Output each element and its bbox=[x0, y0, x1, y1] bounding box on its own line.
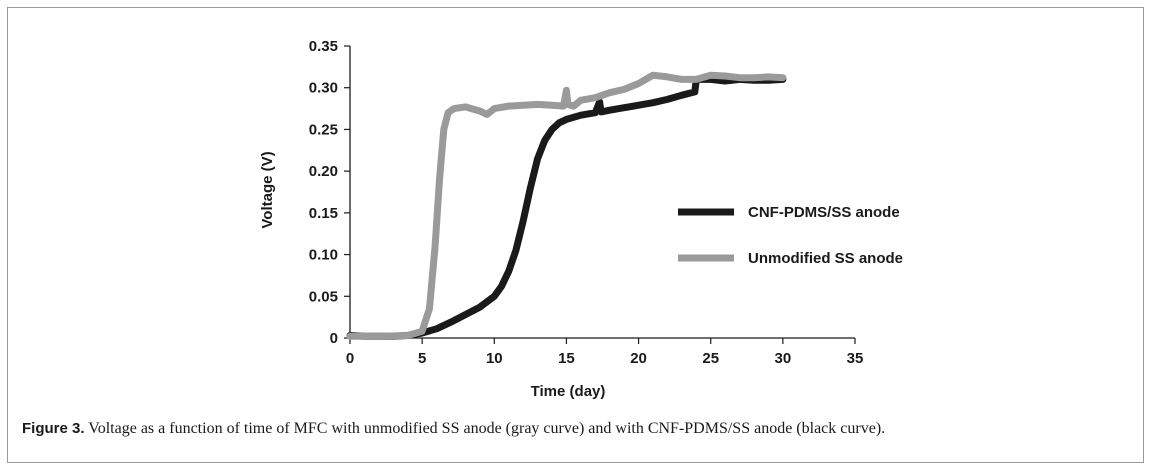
x-tick-label: 15 bbox=[558, 350, 575, 367]
series-layer bbox=[346, 71, 787, 340]
x-ticks: 0 5 10 15 20 25 30 35 bbox=[346, 338, 864, 367]
figure-label: Figure 3. bbox=[22, 420, 85, 437]
caption-text: Voltage as a function of time of MFC wit… bbox=[84, 420, 886, 437]
figure-caption: Figure 3. Voltage as a function of time … bbox=[22, 420, 1137, 438]
voltage-time-chart: 0 0.05 0.10 0.15 0.20 0.25 0.30 0.35 0 5 10 15 20 25… bbox=[259, 38, 903, 400]
x-tick-label: 10 bbox=[486, 350, 503, 367]
y-tick-label: 0.30 bbox=[309, 80, 338, 97]
series-unmodified-ss-line bbox=[346, 71, 787, 340]
legend: CNF-PDMS/SS anode Unmodified SS anode bbox=[678, 204, 903, 267]
x-tick-label: 35 bbox=[847, 350, 864, 367]
y-tick-label: 0 bbox=[330, 330, 338, 347]
x-tick-label: 20 bbox=[630, 350, 647, 367]
y-tick-label: 0.05 bbox=[309, 288, 338, 305]
x-axis-title: Time (day) bbox=[531, 383, 606, 400]
x-tick-label: 30 bbox=[775, 350, 792, 367]
x-tick-label: 25 bbox=[702, 350, 719, 367]
figure-frame bbox=[7, 7, 1144, 463]
plot-axes bbox=[349, 46, 855, 339]
y-tick-label: 0.10 bbox=[309, 247, 338, 264]
y-ticks: 0 0.05 0.10 0.15 0.20 0.25 0.30 0.35 bbox=[309, 38, 350, 347]
y-tick-label: 0.15 bbox=[309, 205, 338, 222]
y-tick-label: 0.25 bbox=[309, 121, 338, 138]
y-tick-label: 0.35 bbox=[309, 38, 338, 55]
y-tick-label: 0.20 bbox=[309, 163, 338, 180]
series-cnf-pdms-ss-line bbox=[346, 75, 787, 340]
y-axis-title: Voltage (V) bbox=[259, 151, 276, 228]
x-tick-label: 5 bbox=[418, 350, 426, 367]
legend-label: Unmodified SS anode bbox=[748, 250, 903, 267]
legend-label: CNF-PDMS/SS anode bbox=[748, 204, 900, 221]
x-tick-label: 0 bbox=[346, 350, 354, 367]
